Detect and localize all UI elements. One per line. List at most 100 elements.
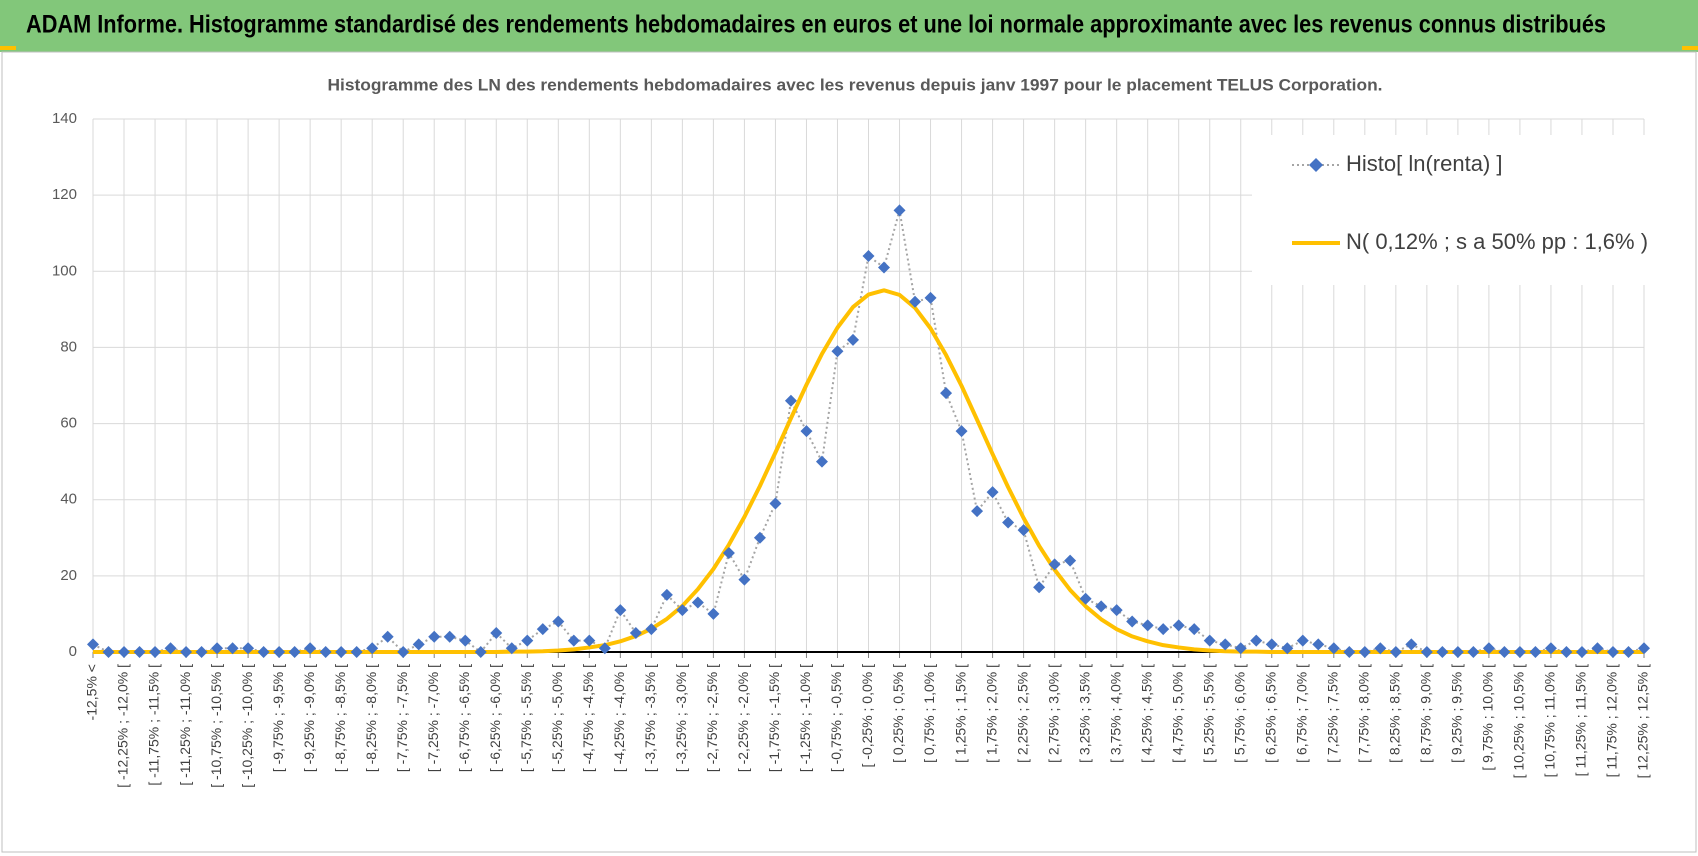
data-point <box>940 387 953 400</box>
x-tick-label: [ 6,75% ; 7,0% [ <box>1293 664 1309 763</box>
data-point <box>1033 581 1046 594</box>
data-point <box>195 646 208 658</box>
data-point <box>350 646 363 658</box>
x-tick-label: [ -3,25% ; -3,0% [ <box>673 664 689 772</box>
x-tick-label: [ 5,75% ; 6,0% [ <box>1231 664 1247 763</box>
x-tick-label: [ -4,25% ; -4,0% [ <box>611 664 627 772</box>
data-point <box>164 642 177 655</box>
data-point <box>722 547 735 560</box>
corner <box>0 46 16 50</box>
x-tick-label: [ 12,25% ; 12,5% [ <box>1635 664 1651 779</box>
data-point <box>1296 634 1309 647</box>
data-point <box>955 425 968 438</box>
data-point <box>1219 638 1232 651</box>
data-point <box>1405 638 1418 651</box>
data-point <box>87 638 99 651</box>
data-point <box>1126 615 1139 628</box>
data-point <box>1343 646 1356 658</box>
x-tick-label: [ 11,25% ; 11,5% [ <box>1573 664 1589 776</box>
data-point <box>893 204 906 217</box>
data-point <box>1141 619 1154 632</box>
data-point <box>815 455 828 468</box>
data-point <box>273 646 286 658</box>
data-point <box>1172 619 1185 632</box>
data-point <box>1467 646 1480 658</box>
data-point <box>1002 516 1015 529</box>
data-point <box>1312 638 1325 651</box>
x-tick-label: [ 2,75% ; 3,0% [ <box>1045 664 1061 763</box>
data-point <box>1451 646 1464 658</box>
x-tick-label: [ -7,75% ; -7,5% [ <box>394 664 410 772</box>
data-point <box>1079 592 1092 605</box>
x-tick-label: [ 1,75% ; 2,0% [ <box>983 664 999 763</box>
data-point <box>1095 600 1108 613</box>
data-point <box>490 626 503 639</box>
data-point <box>1575 646 1588 658</box>
data-point <box>691 596 704 609</box>
data-point <box>971 505 984 518</box>
data-point <box>878 261 891 274</box>
data-point <box>660 588 673 601</box>
data-point <box>738 573 751 586</box>
x-tick-label: [ 10,75% ; 11,0% [ <box>1542 664 1558 777</box>
data-point <box>102 646 115 658</box>
data-point <box>474 646 487 658</box>
y-tick-label: 20 <box>60 567 77 584</box>
data-point <box>1110 604 1123 617</box>
data-point <box>319 646 332 658</box>
data-point <box>1203 634 1216 647</box>
y-tick-label: 120 <box>52 186 77 203</box>
data-point <box>335 646 348 658</box>
x-tick-label: -12,5% < <box>84 664 100 720</box>
data-point <box>1420 646 1433 658</box>
legend-label: Histo[ ln(renta) ] <box>1346 151 1503 176</box>
x-tick-label: [ 7,25% ; 7,5% [ <box>1325 664 1341 763</box>
data-point <box>459 634 472 647</box>
data-point <box>1048 558 1061 571</box>
data-point <box>800 425 813 438</box>
x-tick-label: [ 9,75% ; 10,0% [ <box>1480 664 1496 771</box>
data-point <box>304 642 317 655</box>
data-point <box>909 295 922 308</box>
legend-label: N( 0,12% ; s a 50% pp : 1,6% ) <box>1346 229 1648 254</box>
x-tick-label: [ 3,75% ; 4,0% [ <box>1107 664 1123 763</box>
chart-title: Histogramme des LN des rendements hebdom… <box>328 75 1383 94</box>
x-tick-label: [ -9,25% ; -9,0% [ <box>301 664 317 772</box>
data-point <box>784 394 797 407</box>
x-tick-label: [ 3,25% ; 3,5% [ <box>1076 664 1092 763</box>
data-point <box>1529 646 1542 658</box>
x-tick-label: [ 0,25% ; 0,5% [ <box>890 664 906 763</box>
x-tick-label: [ -10,75% ; -10,5% [ <box>208 664 224 788</box>
x-tick-label: [ -2,25% ; -2,0% [ <box>735 664 751 772</box>
data-point <box>505 642 518 655</box>
x-tick-label: [ -10,25% ; -10,0% [ <box>239 664 255 788</box>
x-tick-label: [ 4,25% ; 4,5% [ <box>1138 664 1154 763</box>
data-point <box>862 250 875 263</box>
data-point <box>645 623 658 636</box>
x-tick-label: [ 8,25% ; 8,5% [ <box>1387 664 1403 763</box>
data-point <box>1389 646 1402 658</box>
x-tick-label: [ -11,25% ; -11,0% [ <box>177 664 193 786</box>
data-point <box>567 634 580 647</box>
data-point <box>614 604 627 617</box>
x-tick-label: [ 5,25% ; 5,5% [ <box>1200 664 1216 763</box>
data-point <box>1327 642 1340 655</box>
x-tick-label: [ -12,25% ; -12,0% [ <box>115 664 131 788</box>
data-point <box>180 646 193 658</box>
data-point <box>1591 642 1604 655</box>
y-tick-label: 80 <box>60 338 77 355</box>
data-point <box>1560 646 1573 658</box>
x-tick-label: [ -3,75% ; -3,5% [ <box>642 664 658 772</box>
data-point <box>1064 554 1077 567</box>
y-tick-label: 100 <box>52 262 77 279</box>
x-tick-label: [ -8,75% ; -8,5% [ <box>332 664 348 772</box>
data-point <box>1498 646 1511 658</box>
y-tick-label: 60 <box>60 415 77 432</box>
data-point <box>753 531 766 544</box>
x-tick-label: [ 9,25% ; 9,5% [ <box>1449 664 1465 763</box>
x-tick-label: [ -11,75% ; -11,5% [ <box>146 664 162 786</box>
data-point <box>1606 646 1619 658</box>
data-point <box>521 634 534 647</box>
data-point <box>924 291 937 304</box>
